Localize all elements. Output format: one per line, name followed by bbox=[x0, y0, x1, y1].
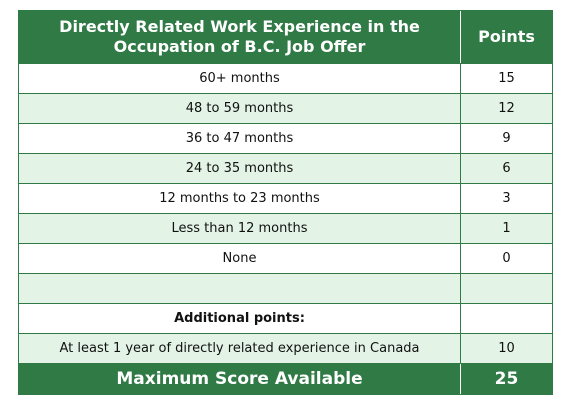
row-label: 12 months to 23 months bbox=[19, 184, 461, 213]
row-points bbox=[461, 274, 552, 303]
points-header: Points bbox=[478, 27, 535, 46]
row-label: 36 to 47 months bbox=[19, 124, 461, 153]
row-label: 24 to 35 months bbox=[19, 154, 461, 183]
row-points bbox=[461, 304, 552, 333]
row-points: 6 bbox=[502, 161, 511, 176]
additional-points-label: Additional points: bbox=[19, 304, 461, 333]
max-score-value: 25 bbox=[494, 369, 519, 389]
row-label bbox=[19, 274, 461, 303]
row-points: 1 bbox=[502, 221, 511, 236]
table-row-empty bbox=[19, 273, 552, 303]
table-footer-row: Maximum Score Available 25 bbox=[19, 363, 552, 394]
row-points: 0 bbox=[502, 251, 511, 266]
row-points: 3 bbox=[502, 191, 511, 206]
row-points: 9 bbox=[502, 131, 511, 146]
table-row: 36 to 47 months 9 bbox=[19, 123, 552, 153]
max-score-label: Maximum Score Available bbox=[19, 364, 461, 394]
row-points: 12 bbox=[498, 101, 515, 116]
table-header-row: Directly Related Work Experience in the … bbox=[19, 11, 552, 63]
table-row: 24 to 35 months 6 bbox=[19, 153, 552, 183]
points-table: Directly Related Work Experience in the … bbox=[18, 10, 553, 395]
table-row: None 0 bbox=[19, 243, 552, 273]
experience-header-line1: Directly Related Work Experience in the bbox=[59, 17, 420, 36]
row-points: 10 bbox=[498, 341, 515, 356]
table-row: 60+ months 15 bbox=[19, 63, 552, 93]
experience-header: Directly Related Work Experience in the … bbox=[19, 11, 461, 63]
row-label: 60+ months bbox=[19, 64, 461, 93]
experience-header-line2: Occupation of B.C. Job Offer bbox=[113, 37, 366, 56]
row-points: 15 bbox=[498, 71, 515, 86]
table-row: 12 months to 23 months 3 bbox=[19, 183, 552, 213]
row-label: 48 to 59 months bbox=[19, 94, 461, 123]
table-row-additional-heading: Additional points: bbox=[19, 303, 552, 333]
table-row: Less than 12 months 1 bbox=[19, 213, 552, 243]
row-label: At least 1 year of directly related expe… bbox=[19, 334, 461, 363]
row-label: None bbox=[19, 244, 461, 273]
row-label: Less than 12 months bbox=[19, 214, 461, 243]
table-row: At least 1 year of directly related expe… bbox=[19, 333, 552, 363]
table-row: 48 to 59 months 12 bbox=[19, 93, 552, 123]
